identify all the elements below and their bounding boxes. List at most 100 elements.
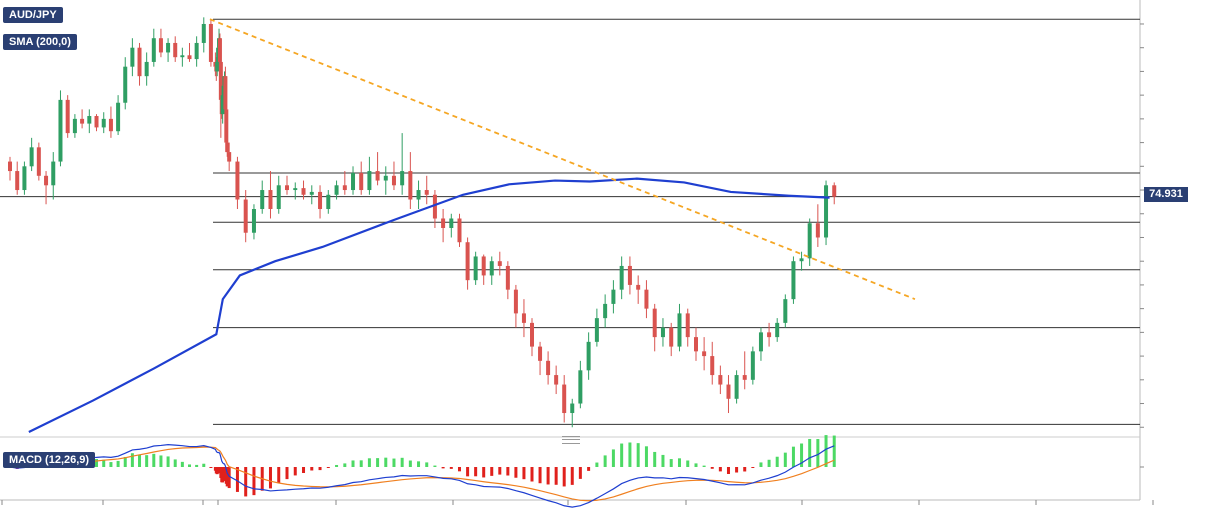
macd-histogram-bar	[293, 467, 297, 476]
macd-histogram-bar	[498, 467, 502, 475]
macd-histogram-bar	[130, 453, 134, 467]
macd-histogram-bar	[726, 467, 730, 474]
macd-histogram-bar	[530, 467, 534, 482]
macd-histogram-bar	[310, 467, 314, 471]
candle-body	[101, 118, 106, 128]
candle-body	[457, 218, 462, 243]
candle-body	[791, 261, 796, 300]
falling-trendline	[209, 18, 916, 300]
macd-histogram-bar	[824, 435, 828, 467]
macd-histogram-bar	[628, 442, 632, 467]
macd-histogram-bar	[791, 446, 795, 467]
macd-histogram-bar	[808, 438, 812, 467]
candle-body	[359, 172, 364, 191]
macd-histogram-bar	[109, 462, 113, 467]
symbol-label[interactable]: AUD/JPY	[3, 7, 63, 23]
candle-body	[408, 171, 413, 200]
macd-histogram-bar	[710, 467, 714, 469]
candle-body	[375, 171, 380, 181]
macd-histogram-bar	[570, 467, 574, 485]
macd-histogram-bar	[417, 461, 421, 467]
candle-body	[285, 185, 289, 191]
candle-body	[538, 346, 543, 361]
candle-body	[166, 42, 171, 53]
macd-histogram-bar	[775, 456, 779, 467]
candle-body	[301, 188, 306, 195]
candle-body	[318, 191, 323, 210]
macd-histogram-bar	[384, 457, 388, 467]
macd-histogram-bar	[441, 467, 445, 469]
macd-histogram-bar	[209, 467, 213, 468]
macd-histogram-bar	[425, 462, 429, 467]
pane-resize-handle[interactable]	[562, 436, 580, 444]
candle-body	[570, 403, 575, 414]
candle-body	[173, 42, 178, 58]
macd-histogram-bar	[620, 443, 624, 467]
macd-histogram-bar	[759, 462, 763, 467]
macd-histogram-bar	[636, 443, 640, 467]
candle-body	[710, 356, 715, 376]
candle-body	[15, 171, 20, 191]
candle-body	[685, 313, 690, 338]
candle-body	[465, 242, 470, 281]
candle-body	[217, 38, 222, 62]
macd-histogram-bar	[180, 461, 184, 467]
macd-histogram-bar	[159, 455, 163, 467]
macd-histogram-bar	[595, 462, 599, 467]
candle-body	[268, 190, 273, 210]
macd-histogram-bar	[514, 467, 518, 478]
candle-body	[660, 327, 665, 338]
macd-histogram-bar	[277, 467, 281, 484]
candle-body	[80, 118, 85, 124]
macd-histogram-bar	[359, 460, 363, 467]
macd-histogram-bar	[578, 467, 582, 479]
candle-body	[505, 265, 510, 290]
macd-histogram-bar	[244, 467, 248, 497]
candle-body	[309, 191, 314, 195]
macd-histogram-bar	[202, 463, 206, 467]
macd-histogram-bar	[783, 452, 787, 467]
candle-body	[513, 289, 518, 314]
macd-histogram-bar	[832, 435, 836, 467]
candle-body	[235, 161, 240, 200]
macd-histogram-bar	[376, 458, 380, 467]
candle-body	[58, 99, 63, 162]
macd-histogram-bar	[227, 467, 231, 489]
macd-legend-label[interactable]: MACD (12,26,9)	[3, 452, 96, 468]
macd-histogram-bar	[152, 453, 156, 467]
macd-histogram-bar	[268, 467, 272, 489]
candle-body	[227, 152, 232, 162]
candle-body	[473, 256, 478, 281]
candle-body	[218, 61, 223, 100]
sma-legend-label[interactable]: SMA (200,0)	[3, 34, 77, 50]
candle-body	[293, 188, 298, 191]
candle-body	[116, 102, 121, 132]
last-price-tag: 74.931	[1144, 187, 1188, 202]
macd-line	[9, 444, 835, 508]
candle-body	[87, 116, 92, 124]
candle-body	[449, 218, 454, 228]
macd-histogram-bar	[538, 467, 542, 484]
macd-histogram-bar	[166, 456, 170, 467]
macd-histogram-bar	[235, 467, 239, 492]
macd-histogram-bar	[669, 459, 673, 467]
candle-body	[130, 47, 135, 67]
macd-histogram-bar	[735, 467, 739, 473]
candle-body	[215, 61, 220, 72]
macd-histogram-bar	[562, 467, 566, 487]
candle-body	[223, 76, 228, 110]
candle-body	[72, 118, 77, 134]
candle-body	[734, 375, 739, 399]
candle-body	[400, 171, 405, 186]
candle-body	[158, 38, 163, 53]
candle-body	[546, 360, 551, 376]
candle-body	[677, 313, 682, 347]
candle-body	[758, 332, 763, 352]
macd-histogram-bar	[816, 439, 820, 467]
macd-histogram-bar	[252, 467, 256, 496]
candle-body	[750, 351, 755, 380]
macd-histogram-bar	[718, 467, 722, 472]
macd-histogram-bar	[546, 467, 550, 485]
